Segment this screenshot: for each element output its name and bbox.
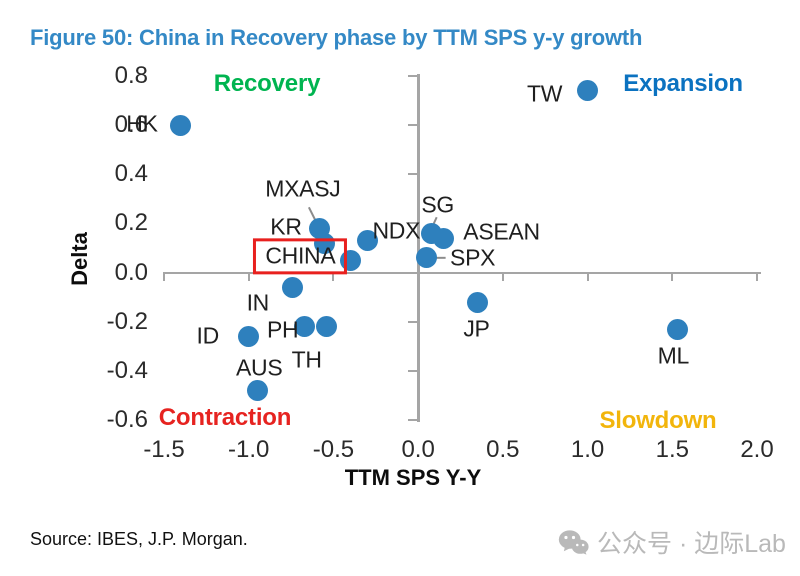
watermark: 公众号 · 边际Lab [558,524,786,560]
china-highlight-box: CHINA [253,238,348,274]
point-label-ndx: NDX [372,216,421,243]
data-point-aus [246,380,268,401]
data-point-hk [170,114,192,136]
data-point-id [238,325,260,347]
point-label-hk: HK [126,110,158,137]
data-point-spx [416,247,438,269]
data-point-asean [433,227,455,249]
x-tick-label: 2.0 [740,436,774,463]
x-tick-label: 0.5 [486,436,520,463]
source-note: Source: IBES, J.P. Morgan. [30,529,248,549]
quadrant-label-expansion: Expansion [623,70,743,97]
watermark-text: 公众号 · 边际Lab [597,530,786,558]
x-tick-label: -0.5 [312,436,355,463]
y-tick-label: 0.0 [114,258,148,286]
data-point-th [316,316,338,338]
y-tick [408,75,419,77]
x-tick [417,272,420,281]
x-tick [247,272,250,281]
x-tick-label: -1.5 [143,436,185,463]
quadrant-label-contraction: Contraction [158,404,292,431]
point-label-ml: ML [657,342,690,369]
point-label-asean: ASEAN [463,218,540,245]
x-tick [671,272,674,281]
y-tick-label: 0.8 [114,62,148,89]
y-axis-line [417,74,420,422]
point-label-kr: KR [270,213,302,240]
quadrant-label-slowdown: Slowdown [599,407,717,434]
point-label-id: ID [196,322,220,349]
data-point-kr [314,232,336,254]
x-tick-label: 1.5 [655,436,689,463]
y-tick-label: 0.4 [114,160,148,188]
data-point-ndx [356,230,378,252]
y-tick [408,419,419,421]
x-tick-label: 0.0 [401,436,435,463]
x-tick [163,272,165,281]
point-label-aus: AUS [235,353,283,380]
figure-title: Figure 50: China in Recovery phase by TT… [30,25,643,50]
x-tick [756,272,758,281]
wechat-icon [558,529,589,555]
point-label-tw: TW [526,80,563,107]
y-tick [408,271,419,274]
x-tick-label: -1.0 [228,436,270,463]
data-point-in [282,276,304,298]
x-tick [332,272,335,281]
y-tick [408,173,419,176]
x-axis-title: TTM SPS Y-Y [344,465,482,490]
y-tick [408,222,419,225]
y-tick-label: -0.4 [106,356,148,384]
x-axis-line [163,271,761,275]
point-label-mxasj: MXASJ [265,175,341,202]
quadrant-label-recovery: Recovery [213,70,321,97]
point-label-spx: SPX [450,244,496,271]
y-tick-label: 0.2 [114,209,148,237]
point-label-jp: JP [463,315,490,342]
point-label-ph: PH [266,315,299,342]
data-point-tw [577,80,599,102]
point-label-th: TH [291,345,322,372]
data-point-jp [466,291,488,313]
x-tick [501,272,504,281]
y-tick [408,320,419,323]
point-label-sg: SG [421,191,455,218]
y-tick [408,369,419,372]
data-point-ph [294,316,316,338]
y-tick-label: 0.6 [114,111,148,139]
point-label-in: IN [246,289,270,316]
y-tick-label: -0.6 [106,406,148,433]
y-tick-label: -0.2 [106,307,148,335]
x-tick-label: 1.0 [570,436,605,463]
data-point-ml [666,318,688,340]
x-tick [586,272,589,281]
y-tick [408,124,419,127]
